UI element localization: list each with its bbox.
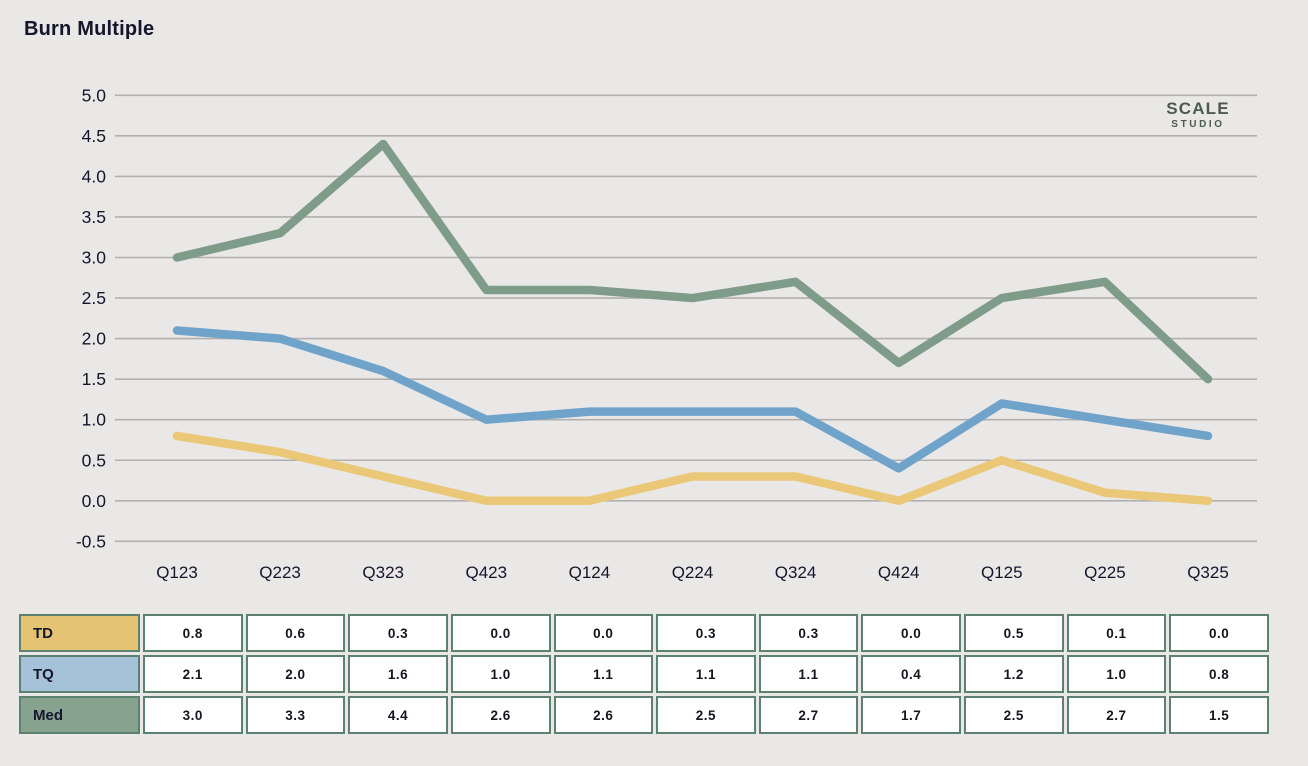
- scale-studio-logo: SCALE STUDIO: [1158, 99, 1238, 130]
- table-cell: 0.4: [861, 655, 961, 693]
- table-cell: 1.1: [553, 655, 654, 693]
- series-data-table: TD 0.8 0.6 0.3 0.0 0.0 0.3 0.3 0.0 0.5 0.1 0.0 TQ 2.1…: [16, 611, 1272, 737]
- x-tick-label: Q324: [775, 563, 817, 582]
- x-tick-label: Q225: [1084, 563, 1126, 582]
- logo-text-scale: SCALE: [1166, 99, 1230, 118]
- y-axis-tick-labels: 5.0 4.5 4.0 3.5 3.0 2.5 2.0 1.5 1.0 0.5 0.0 -0.5: [76, 85, 106, 551]
- table-cell: 2.5: [964, 696, 1064, 734]
- x-tick-label: Q323: [362, 563, 404, 582]
- y-tick-label: 3.0: [82, 248, 107, 268]
- table-cell: 1.1: [656, 655, 756, 693]
- row-header-tq: TQ: [19, 655, 140, 693]
- y-tick-label: 4.5: [82, 126, 106, 146]
- page-title: Burn Multiple: [24, 18, 155, 40]
- x-tick-label: Q325: [1187, 563, 1229, 582]
- table-row-td: TD 0.8 0.6 0.3 0.0 0.0 0.3 0.3 0.0 0.5 0.1 0.0: [19, 614, 1269, 652]
- x-tick-label: Q125: [981, 563, 1023, 582]
- table-cell: 1.5: [1169, 696, 1269, 734]
- table-cell: 1.0: [450, 655, 551, 693]
- x-tick-label: Q123: [156, 563, 198, 582]
- table-cell: 2.6: [553, 696, 654, 734]
- series-line-med: [172, 139, 1213, 384]
- table-cell: 4.4: [348, 696, 448, 734]
- table-cell: 1.0: [1066, 655, 1167, 693]
- logo-text-studio: STUDIO: [1171, 118, 1225, 130]
- table-cell: 2.0: [245, 655, 346, 693]
- x-tick-label: Q124: [569, 563, 611, 582]
- y-tick-label: 4.0: [82, 166, 107, 186]
- table-cell: 2.1: [143, 655, 243, 693]
- series-line-tq: [172, 326, 1213, 473]
- x-tick-label: Q423: [466, 563, 508, 582]
- table-cell: 1.1: [758, 655, 859, 693]
- table-cell: 0.6: [245, 614, 346, 652]
- row-header-med: Med: [19, 696, 140, 734]
- y-tick-label: 0.0: [82, 491, 107, 511]
- table-cell: 0.0: [1169, 614, 1269, 652]
- table-cell: 1.7: [861, 696, 961, 734]
- table-cell: 0.3: [348, 614, 448, 652]
- table-cell: 2.7: [1066, 696, 1167, 734]
- series-line-td: [172, 431, 1213, 506]
- burn-multiple-chart: 5.0 4.5 4.0 3.5 3.0 2.5 2.0 1.5 1.0 0.5 0.0 -0.5 Q1…: [76, 85, 1257, 582]
- table-cell: 0.0: [861, 614, 961, 652]
- x-tick-label: Q224: [672, 563, 714, 582]
- gridlines: [115, 94, 1257, 543]
- series-lines: [172, 139, 1213, 506]
- table-cell: 0.5: [964, 614, 1064, 652]
- y-tick-label: 0.5: [82, 450, 106, 470]
- y-tick-label: -0.5: [76, 531, 106, 551]
- table-cell: 2.6: [450, 696, 551, 734]
- x-tick-label: Q424: [878, 563, 920, 582]
- table-cell: 2.5: [656, 696, 756, 734]
- y-tick-label: 1.5: [82, 369, 106, 389]
- y-tick-label: 3.5: [82, 207, 106, 227]
- table-cell: 1.2: [964, 655, 1064, 693]
- y-tick-label: 1.0: [82, 410, 107, 430]
- row-header-td: TD: [19, 614, 140, 652]
- y-tick-label: 2.0: [82, 329, 107, 349]
- table-cell: 0.8: [1169, 655, 1269, 693]
- table-row-tq: TQ 2.1 2.0 1.6 1.0 1.1 1.1 1.1 0.4 1.2 1.0 0.8: [19, 655, 1269, 693]
- y-tick-label: 2.5: [82, 288, 106, 308]
- table-cell: 3.3: [245, 696, 346, 734]
- x-tick-label: Q223: [259, 563, 301, 582]
- table-cell: 0.3: [758, 614, 859, 652]
- table-cell: 2.7: [758, 696, 859, 734]
- table-cell: 0.1: [1066, 614, 1167, 652]
- table-cell: 0.8: [143, 614, 243, 652]
- table-cell: 0.0: [553, 614, 654, 652]
- table-row-med: Med 3.0 3.3 4.4 2.6 2.6 2.5 2.7 1.7 2.5 2.7 1.5: [19, 696, 1269, 734]
- table-cell: 1.6: [348, 655, 448, 693]
- y-tick-label: 5.0: [82, 85, 107, 105]
- x-axis-tick-labels: Q123 Q223 Q323 Q423 Q124 Q224 Q324 Q424 Q125 Q225…: [156, 563, 1229, 582]
- table-cell: 3.0: [143, 696, 243, 734]
- table-cell: 0.3: [656, 614, 756, 652]
- table-cell: 0.0: [450, 614, 551, 652]
